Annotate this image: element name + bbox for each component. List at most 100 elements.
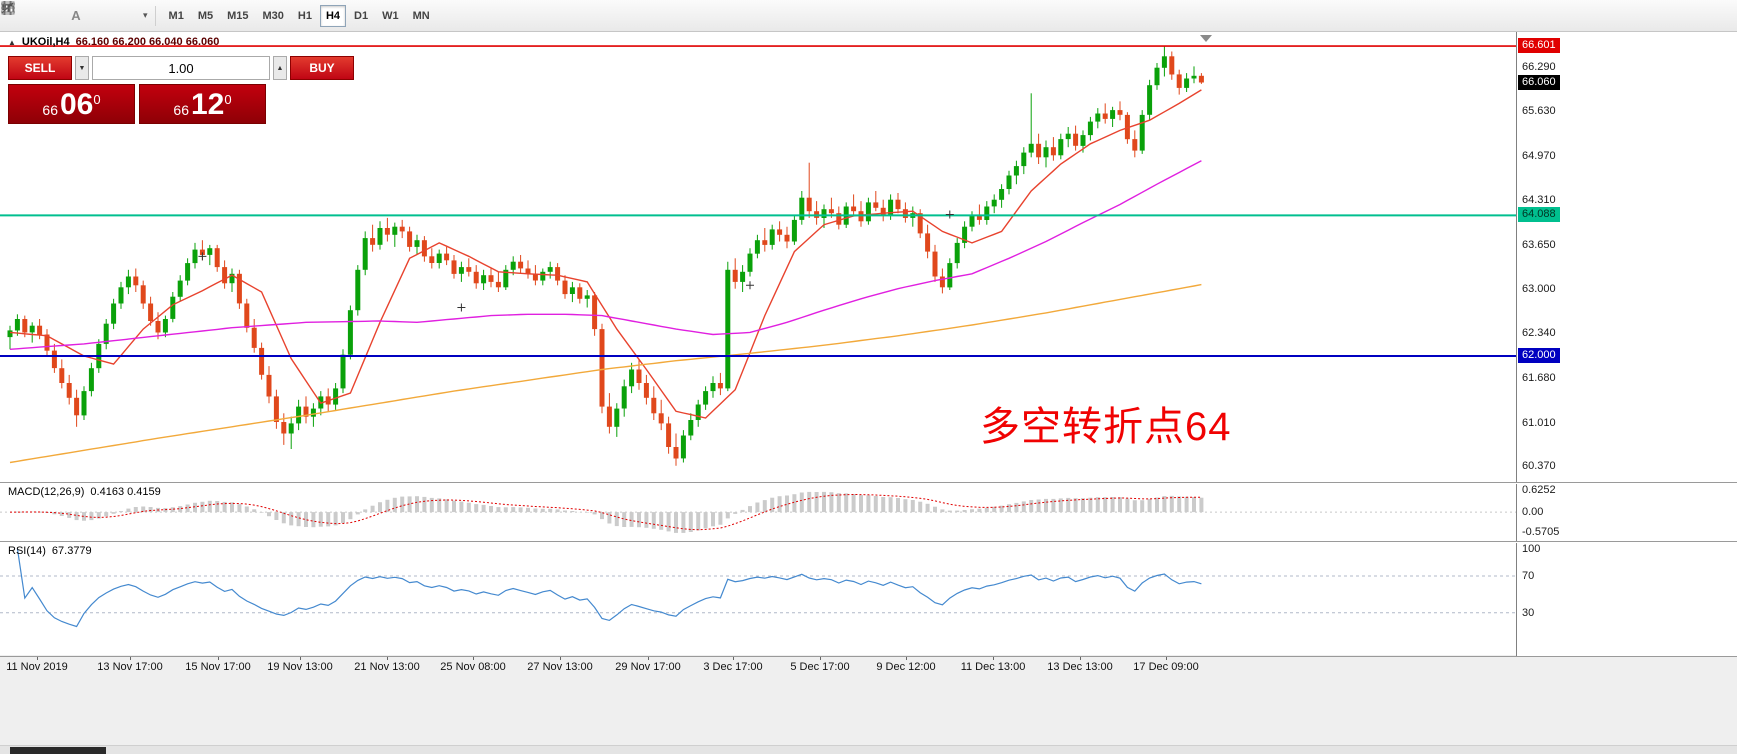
time-tick: [733, 657, 734, 660]
time-tick: [387, 657, 388, 660]
text-label-icon[interactable]: A: [71, 8, 81, 23]
time-tick: [130, 657, 131, 660]
time-tick: [1080, 657, 1081, 660]
axis-tick-label: 65.630: [1522, 105, 1556, 118]
time-label: 27 Nov 13:00: [527, 661, 593, 673]
chart-window: ▲ UKOil,H4 66.160 66.200 66.040 66.060 S…: [0, 32, 1737, 754]
top-toolbar: A ▾ M1 M5 M15 M30 H1 H4 D1 W1 MN: [0, 0, 1737, 32]
buy-price-prefix: 66: [173, 102, 189, 118]
time-label: 19 Nov 13:00: [267, 661, 333, 673]
timeframe-d1[interactable]: D1: [354, 9, 369, 22]
axis-tick-label: 61.680: [1522, 371, 1556, 384]
axis-tick-label: 62.340: [1522, 327, 1556, 340]
time-tick: [820, 657, 821, 660]
price-badge: 66.060: [1518, 74, 1560, 90]
time-label: 25 Nov 08:00: [440, 661, 506, 673]
axis-tick-label: 61.010: [1522, 416, 1556, 429]
time-tick: [648, 657, 649, 660]
axis-tick-label: 63.650: [1522, 238, 1556, 251]
axis-tick-label: 0.6252: [1522, 484, 1556, 497]
symbol-ohlc-line: ▲ UKOil,H4 66.160 66.200 66.040 66.060: [8, 36, 219, 48]
axis-tick-label: 30: [1522, 606, 1535, 619]
time-tick: [37, 657, 38, 660]
one-click-trade-panel: SELL ▼ ▲ BUY 66 06 0 66 12 0: [8, 56, 354, 124]
axis-tick-label: 60.370: [1522, 459, 1556, 472]
time-label: 21 Nov 13:00: [354, 661, 420, 673]
timeframe-m30[interactable]: M30: [262, 9, 284, 22]
time-tick: [1166, 657, 1167, 660]
axis-tick-label: -0.5705: [1522, 526, 1560, 539]
buy-price-sup: 0: [224, 92, 232, 107]
macd-pane[interactable]: MACD(12,26,9) 0.4163 0.4159: [0, 484, 1516, 541]
macd-label: MACD(12,26,9) 0.4163 0.4159: [8, 486, 161, 498]
timeframe-group: M1 M5 M15 M30 H1 H4 D1 W1 MN: [163, 4, 436, 27]
chart-annotation-text: 多空转折点64: [980, 405, 1232, 449]
price-axis[interactable]: 66.290 65.630 64.970 64.310 63.650 63.000 62.3…: [1516, 32, 1737, 656]
timeframe-mn[interactable]: MN: [412, 9, 430, 22]
horizontal-scrollbar[interactable]: [0, 745, 1737, 754]
time-label: 11 Nov 2019: [6, 661, 68, 673]
axis-tick-label: 66.290: [1522, 61, 1556, 74]
volume-input[interactable]: [92, 56, 270, 80]
sell-price-sup: 0: [93, 92, 101, 107]
price-badge: 62.000: [1518, 348, 1560, 364]
buy-price-main: 12: [190, 88, 225, 121]
rsi-label: RSI(14) 67.3779: [8, 545, 92, 557]
time-label: 3 Dec 17:00: [703, 661, 763, 673]
sell-price-display[interactable]: 66 06 0: [8, 84, 135, 124]
timeframe-m15[interactable]: M15: [227, 9, 249, 22]
sell-price-prefix: 66: [42, 102, 58, 118]
main-chart-pane[interactable]: ▲ UKOil,H4 66.160 66.200 66.040 66.060 S…: [0, 32, 1516, 482]
rsi-canvas: [0, 548, 1516, 628]
pane-separator[interactable]: [0, 541, 1737, 543]
one-click-toggle-icon[interactable]: ▲: [8, 37, 16, 47]
axis-tick-label: 0.00: [1522, 506, 1544, 519]
time-label: 11 Dec 13:00: [960, 661, 1026, 673]
price-badge: 64.088: [1518, 207, 1560, 223]
volume-increase-button[interactable]: ▲: [273, 56, 287, 80]
sell-button[interactable]: SELL: [8, 56, 72, 80]
bottom-filler: [0, 678, 1737, 745]
buy-price-display[interactable]: 66 12 0: [139, 84, 266, 124]
timeframe-m5[interactable]: M5: [197, 9, 214, 22]
time-label: 9 Dec 12:00: [876, 661, 936, 673]
rsi-pane[interactable]: RSI(14) 67.3779: [0, 543, 1516, 655]
ohlc-values: 66.160 66.200 66.040 66.060: [75, 36, 220, 48]
timeframe-m1[interactable]: M1: [168, 9, 184, 22]
volume-decrease-button[interactable]: ▼: [75, 56, 89, 80]
time-axis[interactable]: 11 Nov 2019 13 Nov 17:00 15 Nov 17:00 19 No…: [0, 656, 1737, 678]
axis-tick-label: 100: [1522, 542, 1541, 555]
main-chart-canvas[interactable]: [0, 32, 1516, 482]
timeframe-w1[interactable]: W1: [382, 9, 399, 22]
time-tick: [560, 657, 561, 660]
time-tick: [473, 657, 474, 660]
axis-tick-label: 70: [1522, 570, 1535, 583]
buy-button[interactable]: BUY: [290, 56, 354, 80]
time-label: 17 Dec 09:00: [1133, 661, 1199, 673]
macd-canvas: [0, 491, 1516, 533]
scrollbar-thumb[interactable]: [10, 747, 106, 754]
trendline-tools-icon[interactable]: [1, 2, 146, 28]
axis-tick-label: 63.000: [1522, 282, 1556, 295]
trendline-dropdown-caret-icon[interactable]: ▾: [143, 10, 148, 20]
price-badge: 66.601: [1518, 38, 1560, 54]
time-tick: [218, 657, 219, 660]
time-label: 13 Nov 17:00: [97, 661, 163, 673]
symbol-name: UKOil,H4: [21, 36, 70, 48]
time-label: 15 Nov 17:00: [185, 661, 251, 673]
template-icon[interactable]: [1, 1, 118, 28]
time-label: 29 Nov 17:00: [615, 661, 681, 673]
timeframe-h4[interactable]: H4: [319, 4, 347, 27]
sell-price-main: 06: [59, 88, 94, 121]
pane-separator[interactable]: [0, 482, 1737, 484]
grid-indicators-icon[interactable]: [1, 1, 62, 28]
timeframe-h1[interactable]: H1: [297, 9, 312, 22]
axis-tick-label: 64.970: [1522, 149, 1556, 162]
time-tick: [300, 657, 301, 660]
axis-tick-label: 64.310: [1522, 194, 1556, 207]
time-tick: [993, 657, 994, 660]
toolbar-separator: [154, 5, 156, 26]
time-label: 13 Dec 13:00: [1047, 661, 1113, 673]
time-tick: [906, 657, 907, 660]
